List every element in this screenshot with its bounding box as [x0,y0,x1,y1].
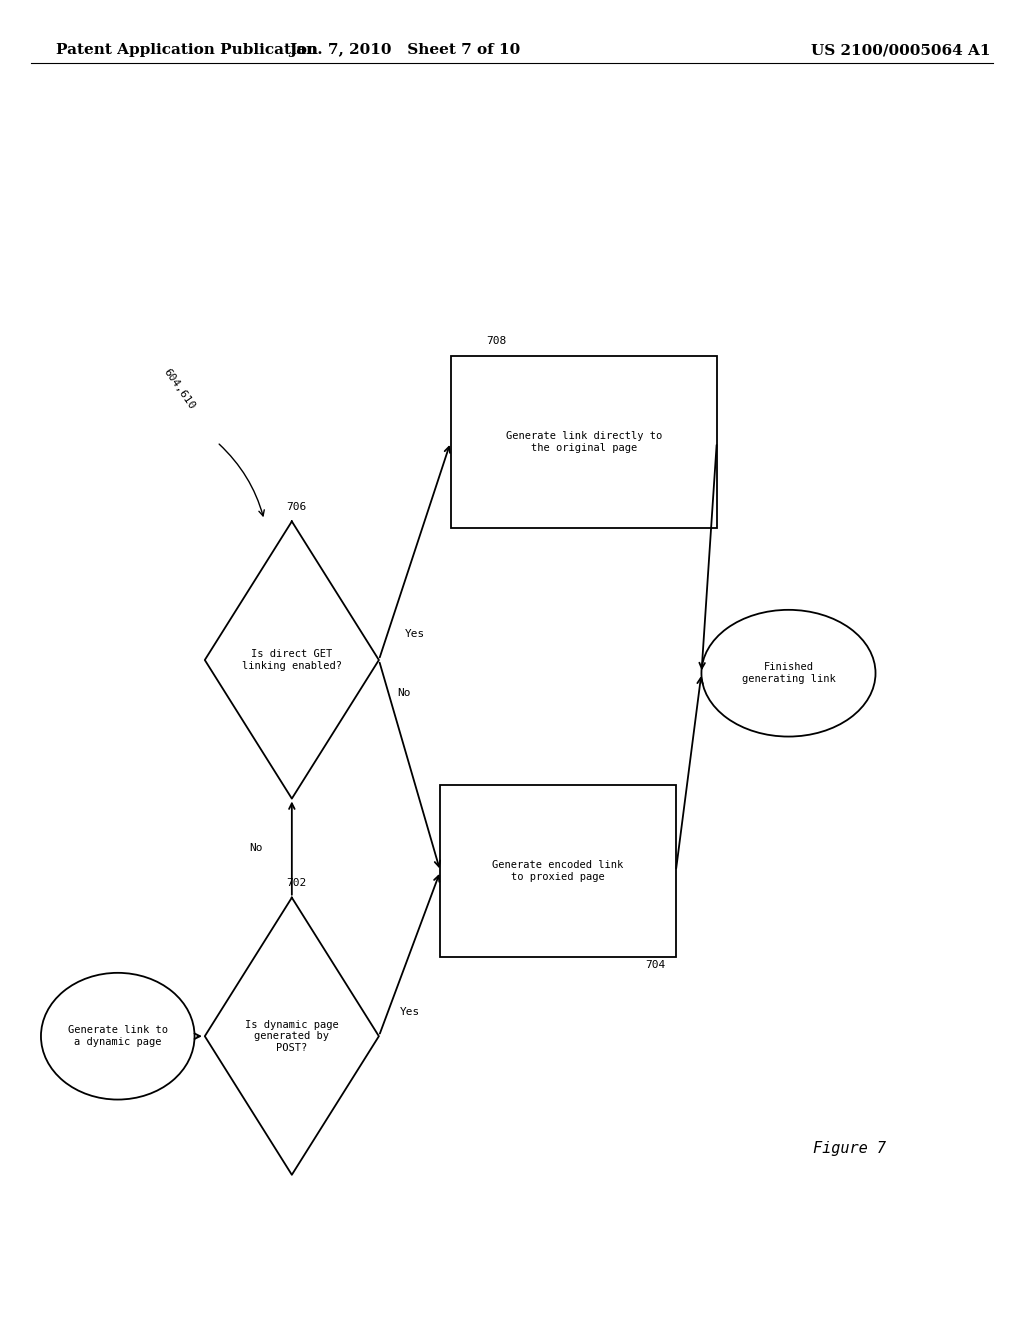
Ellipse shape [41,973,195,1100]
Text: 702: 702 [287,878,307,888]
Text: Yes: Yes [404,628,425,639]
Text: 706: 706 [287,502,307,512]
Text: Generate encoded link
to proxied page: Generate encoded link to proxied page [493,861,624,882]
Text: Generate link directly to
the original page: Generate link directly to the original p… [506,432,662,453]
Text: 704: 704 [645,960,666,970]
Ellipse shape [701,610,876,737]
Text: Finished
generating link: Finished generating link [741,663,836,684]
Text: No: No [397,688,412,698]
Text: Is direct GET
linking enabled?: Is direct GET linking enabled? [242,649,342,671]
Text: Figure 7: Figure 7 [813,1140,887,1156]
Text: Jan. 7, 2010   Sheet 7 of 10: Jan. 7, 2010 Sheet 7 of 10 [289,44,520,57]
Bar [440,785,676,957]
Text: 604,610: 604,610 [162,367,197,412]
Text: Generate link to
a dynamic page: Generate link to a dynamic page [68,1026,168,1047]
Text: Yes: Yes [399,1007,420,1018]
Text: No: No [249,843,263,853]
Text: Patent Application Publication: Patent Application Publication [56,44,318,57]
Text: Is dynamic page
generated by
POST?: Is dynamic page generated by POST? [245,1019,339,1053]
Bar [451,356,717,528]
Text: US 2100/0005064 A1: US 2100/0005064 A1 [811,44,991,57]
Text: 708: 708 [486,335,507,346]
